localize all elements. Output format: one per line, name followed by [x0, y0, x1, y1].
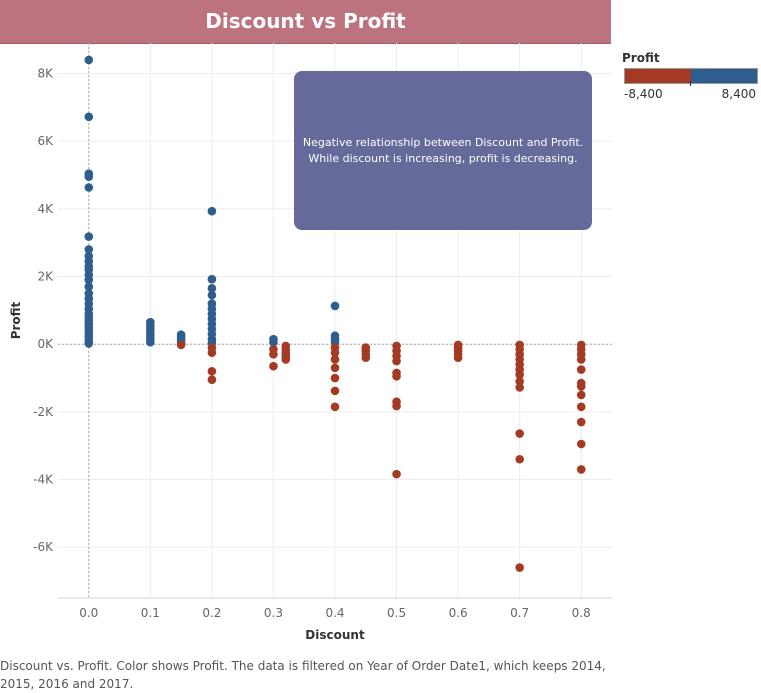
data-point: [330, 348, 340, 357]
annotation-line-1: Negative relationship between Discount a…: [302, 135, 584, 149]
data-point: [84, 232, 94, 241]
x-axis-label: Discount: [305, 628, 365, 642]
data-point: [269, 361, 278, 371]
data-point: [515, 429, 524, 438]
y-tick-label: -4K: [33, 473, 54, 487]
data-point: [515, 383, 524, 392]
data-point: [576, 439, 586, 449]
y-tick-label: 0K: [37, 337, 54, 351]
data-point: [84, 245, 94, 254]
data-point: [330, 402, 340, 412]
data-point: [207, 206, 217, 216]
x-tick-label: 0.0: [79, 606, 98, 620]
chart-title: Discount vs Profit: [205, 9, 406, 33]
data-point: [392, 469, 401, 479]
x-tick-label: 0.2: [202, 606, 221, 620]
legend-max-label: 8,400: [721, 87, 756, 101]
data-point: [330, 373, 340, 383]
data-point: [84, 275, 94, 285]
legend-title: Profit: [622, 51, 660, 65]
data-point: [281, 355, 291, 364]
data-point: [84, 55, 94, 65]
data-point: [453, 353, 463, 363]
data-point: [146, 337, 155, 347]
data-point: [207, 375, 217, 385]
data-point: [84, 112, 94, 122]
data-point: [207, 284, 217, 293]
legend-color-bar[interactable]: [624, 68, 758, 84]
data-point: [207, 348, 217, 357]
x-tick-label: 0.8: [572, 606, 591, 620]
data-point: [330, 363, 340, 373]
caption: Discount vs. Profit. Color shows Profit.…: [0, 659, 606, 691]
data-point: [269, 338, 278, 347]
x-tick-label: 0.7: [510, 606, 529, 620]
y-tick-label: -6K: [33, 540, 54, 554]
data-point: [207, 274, 217, 284]
x-tick-label: 0.5: [387, 606, 406, 620]
y-tick-label: 2K: [37, 270, 54, 284]
data-point: [176, 340, 186, 350]
data-point: [84, 282, 94, 291]
data-point: [330, 386, 340, 396]
y-tick-label: 4K: [37, 202, 54, 216]
y-tick-label: 6K: [37, 134, 54, 148]
y-tick-label: 8K: [37, 66, 54, 80]
x-tick-label: 0.6: [449, 606, 468, 620]
x-tick-label: 0.3: [264, 606, 283, 620]
data-point: [392, 356, 401, 366]
data-point: [515, 454, 524, 464]
data-point: [576, 365, 586, 374]
data-point: [84, 339, 94, 348]
data-point: [576, 402, 586, 412]
x-tick-label: 0.1: [141, 606, 160, 620]
data-point: [330, 301, 340, 311]
title-bar: [0, 0, 611, 44]
data-point: [576, 417, 586, 427]
y-tick-label: -2K: [33, 405, 54, 419]
data-point: [392, 401, 401, 411]
data-point: [207, 290, 217, 300]
legend-positive-swatch: [691, 69, 757, 83]
data-point: [269, 350, 278, 359]
data-point: [576, 390, 586, 400]
data-point: [576, 382, 586, 391]
annotation-box: Negative relationship between Discount a…: [294, 71, 592, 230]
annotation-line-2: While discount is increasing, profit is …: [308, 151, 578, 165]
x-tick-label: 0.4: [325, 606, 344, 620]
data-point: [330, 355, 340, 364]
legend-min-label: -8,400: [624, 87, 663, 101]
data-point: [207, 366, 217, 376]
data-point: [392, 372, 401, 381]
data-point: [84, 172, 94, 181]
data-point: [576, 465, 586, 474]
data-point: [515, 563, 524, 572]
data-point: [515, 370, 524, 379]
legend-negative-swatch: [625, 69, 691, 83]
data-point: [84, 183, 94, 192]
data-point: [361, 353, 371, 363]
y-axis-label: Profit: [9, 301, 23, 339]
data-point: [576, 355, 586, 364]
data-point: [515, 377, 524, 386]
legend-zero-tick: [690, 81, 691, 86]
